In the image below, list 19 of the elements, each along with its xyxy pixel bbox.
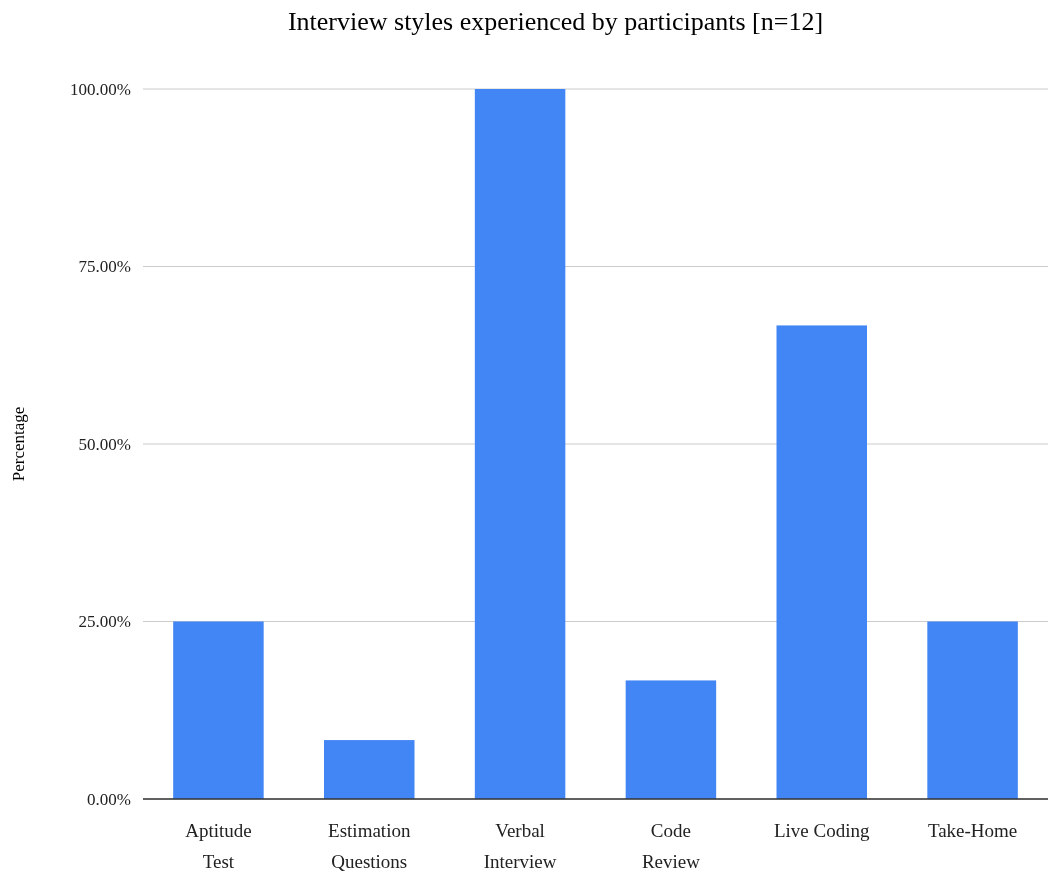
bar xyxy=(625,680,717,799)
bar xyxy=(927,621,1018,799)
x-tick-label: Code Review xyxy=(641,820,701,872)
bar xyxy=(324,740,415,799)
x-tick-label: Live Coding xyxy=(773,820,870,841)
x-tick-label: Aptitude Test xyxy=(185,820,252,872)
y-tick-label: 50.00% xyxy=(78,434,131,454)
x-tick-label: Verbal Interview xyxy=(483,820,557,872)
x-tick-label: Estimation Questions xyxy=(328,820,411,872)
x-tick-label: Take-Home xyxy=(927,820,1018,841)
bar xyxy=(776,325,867,799)
bar xyxy=(173,621,264,799)
chart-title: Interview styles experienced by participants [n=12] xyxy=(287,7,824,36)
bar xyxy=(474,89,566,799)
y-tick-label: 25.00% xyxy=(78,612,131,632)
y-tick-label: 100.00% xyxy=(70,79,131,99)
y-axis-title: Percentage xyxy=(9,406,28,482)
y-tick-label: 75.00% xyxy=(78,257,131,277)
y-tick-label: 0.00% xyxy=(87,789,131,809)
